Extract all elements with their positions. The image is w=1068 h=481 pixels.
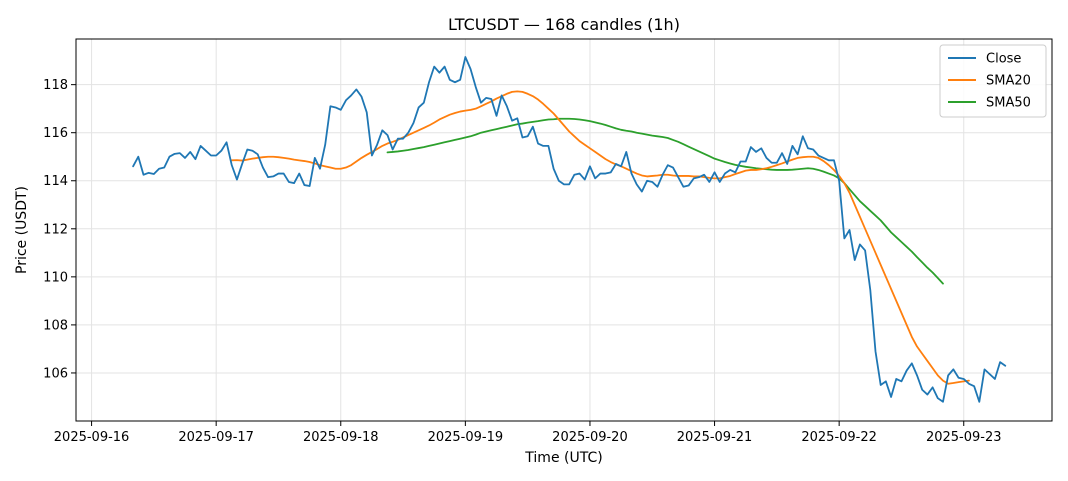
x-axis-label: Time (UTC) [524, 450, 602, 466]
series-line-sma20 [230, 90, 970, 385]
x-tick-label: 2025-09-16 [54, 430, 130, 445]
x-tick-label: 2025-09-20 [552, 430, 628, 445]
y-tick-label: 118 [43, 78, 68, 93]
series-layer [132, 56, 1007, 403]
y-tick-label: 116 [43, 126, 68, 141]
y-axis: 106 108 110 112 114 116 118 [43, 78, 76, 381]
x-axis: 2025-09-16 2025-09-17 2025-09-18 2025-09-19… [54, 421, 1002, 445]
x-tick-label: 2025-09-21 [677, 430, 753, 445]
legend-box [939, 44, 1047, 118]
y-tick-label: 114 [43, 174, 68, 189]
x-tick-label: 2025-09-17 [178, 430, 254, 445]
legend: Close SMA20 SMA50 [939, 44, 1047, 118]
legend-label-sma50: SMA50 [986, 96, 1031, 111]
x-tick-label: 2025-09-22 [801, 430, 877, 445]
y-tick-label: 112 [43, 222, 68, 237]
x-tick-label: 2025-09-23 [926, 430, 1002, 445]
y-tick-label: 110 [43, 270, 68, 285]
grid [76, 39, 1052, 421]
plot-frame [75, 38, 1053, 422]
series-line-sma50 [386, 117, 944, 285]
y-tick-label: 106 [43, 366, 68, 381]
y-tick-label: 108 [43, 318, 68, 333]
x-tick-label: 2025-09-19 [428, 430, 504, 445]
legend-label-sma20: SMA20 [986, 74, 1031, 89]
x-tick-label: 2025-09-18 [303, 430, 379, 445]
chart-title: LTCUSDT — 168 candles (1h) [448, 15, 680, 34]
series-line-close [132, 56, 1007, 403]
y-axis-label: Price (USDT) [14, 186, 30, 274]
legend-label-close: Close [986, 52, 1021, 67]
